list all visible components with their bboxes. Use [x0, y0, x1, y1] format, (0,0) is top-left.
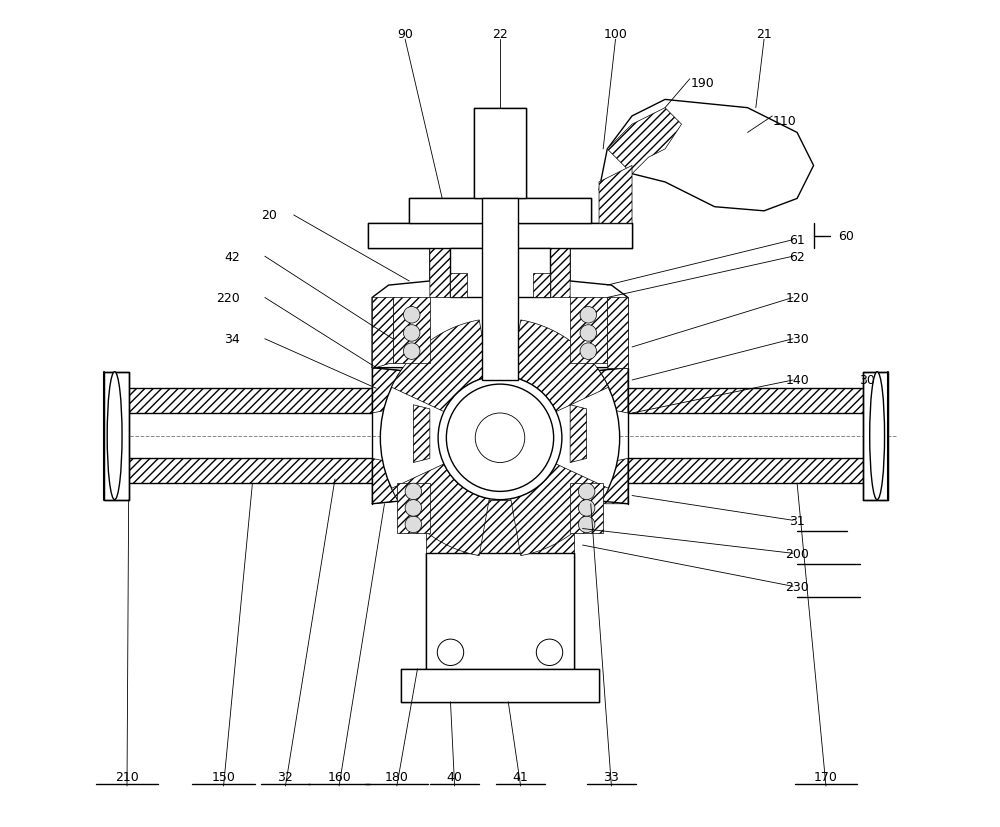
Polygon shape	[450, 249, 550, 298]
Polygon shape	[628, 459, 863, 484]
Text: 210: 210	[115, 770, 139, 782]
Circle shape	[403, 307, 420, 323]
Circle shape	[580, 307, 597, 323]
Polygon shape	[392, 464, 489, 556]
Text: 160: 160	[327, 770, 351, 782]
Circle shape	[580, 343, 597, 360]
Polygon shape	[550, 232, 570, 298]
Polygon shape	[430, 232, 450, 298]
Polygon shape	[442, 553, 558, 619]
Text: 22: 22	[492, 28, 508, 41]
Text: 41: 41	[513, 770, 529, 782]
Circle shape	[405, 484, 422, 500]
Polygon shape	[129, 389, 372, 414]
Text: 62: 62	[789, 251, 805, 263]
Text: 180: 180	[385, 770, 409, 782]
Circle shape	[536, 639, 563, 666]
Text: 130: 130	[785, 332, 809, 346]
Text: 61: 61	[789, 234, 805, 247]
Circle shape	[405, 500, 422, 517]
Circle shape	[403, 325, 420, 342]
Polygon shape	[570, 484, 603, 533]
Polygon shape	[104, 372, 129, 500]
Text: 170: 170	[814, 770, 838, 782]
Polygon shape	[570, 298, 607, 364]
Text: 150: 150	[212, 770, 235, 782]
Polygon shape	[401, 669, 599, 702]
Polygon shape	[599, 166, 632, 224]
Polygon shape	[413, 405, 430, 463]
Circle shape	[475, 414, 525, 463]
Text: 100: 100	[604, 28, 627, 41]
Text: 30: 30	[859, 374, 875, 387]
Circle shape	[580, 325, 597, 342]
Text: 21: 21	[756, 28, 772, 41]
Text: 31: 31	[789, 514, 805, 527]
Text: 110: 110	[773, 114, 797, 127]
Circle shape	[437, 639, 464, 666]
Circle shape	[446, 385, 554, 492]
Polygon shape	[607, 108, 682, 174]
Polygon shape	[368, 224, 632, 249]
Polygon shape	[474, 108, 526, 199]
Text: 20: 20	[261, 209, 277, 222]
Polygon shape	[129, 459, 372, 484]
Polygon shape	[587, 459, 628, 504]
Text: 40: 40	[447, 770, 463, 782]
Text: 90: 90	[397, 28, 413, 41]
Polygon shape	[372, 368, 413, 414]
Polygon shape	[372, 459, 413, 504]
Ellipse shape	[107, 372, 122, 500]
Polygon shape	[426, 500, 574, 553]
Circle shape	[403, 343, 420, 360]
Text: 190: 190	[690, 77, 714, 90]
Polygon shape	[607, 298, 628, 368]
Polygon shape	[628, 389, 863, 414]
Polygon shape	[587, 368, 628, 414]
Polygon shape	[372, 298, 393, 368]
Polygon shape	[863, 372, 888, 500]
Text: 230: 230	[785, 580, 809, 593]
Circle shape	[578, 500, 595, 517]
Polygon shape	[450, 274, 467, 298]
Polygon shape	[409, 199, 591, 224]
Polygon shape	[599, 100, 814, 212]
Polygon shape	[482, 199, 518, 380]
Polygon shape	[392, 321, 489, 412]
Circle shape	[578, 517, 595, 533]
Ellipse shape	[870, 372, 885, 500]
Text: 220: 220	[216, 292, 240, 304]
Polygon shape	[393, 298, 430, 364]
Circle shape	[380, 318, 620, 557]
Text: 33: 33	[604, 770, 619, 782]
Text: 32: 32	[278, 770, 293, 782]
Text: 140: 140	[785, 374, 809, 387]
Text: 200: 200	[785, 547, 809, 560]
Text: 120: 120	[785, 292, 809, 304]
Polygon shape	[397, 484, 430, 533]
Polygon shape	[511, 464, 608, 556]
Circle shape	[578, 484, 595, 500]
Circle shape	[438, 376, 562, 500]
Polygon shape	[372, 249, 628, 368]
Polygon shape	[570, 405, 587, 463]
Circle shape	[405, 517, 422, 533]
Text: 34: 34	[224, 332, 240, 346]
Text: 42: 42	[224, 251, 240, 263]
Polygon shape	[511, 321, 608, 412]
Text: 60: 60	[838, 230, 854, 243]
Polygon shape	[533, 274, 550, 298]
Polygon shape	[426, 553, 574, 669]
